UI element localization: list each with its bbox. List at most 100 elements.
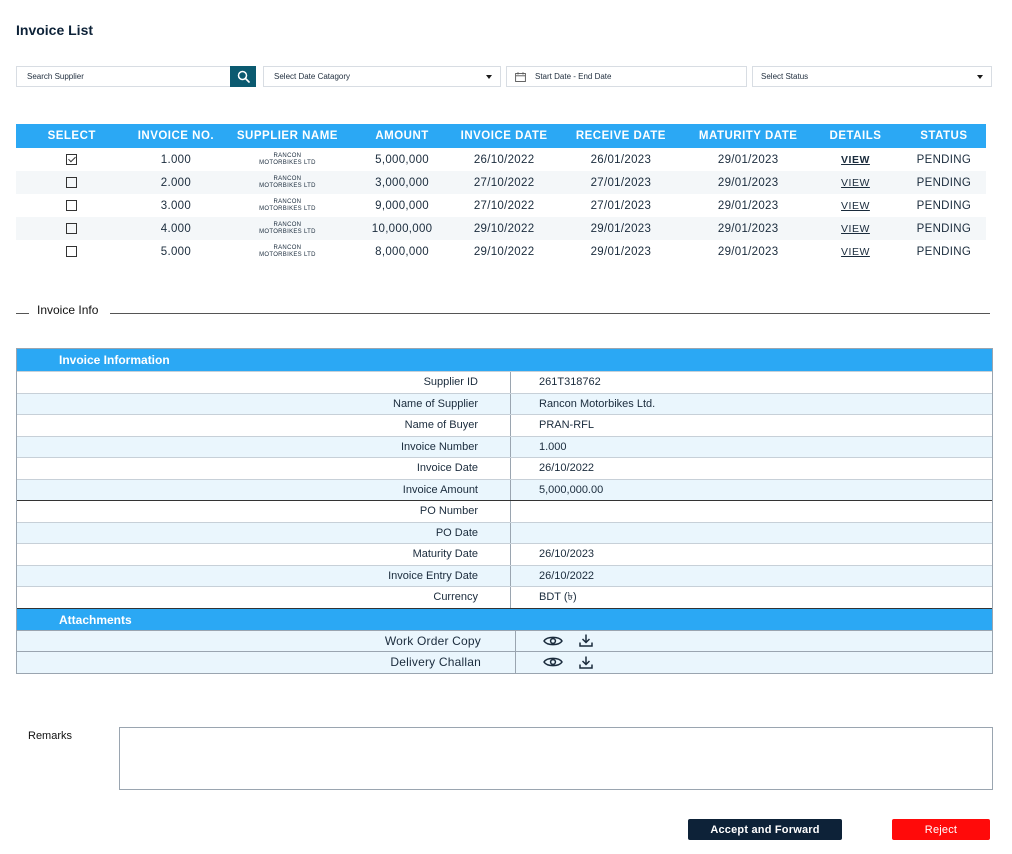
divider-line [16,313,29,314]
info-row-entry-date: Invoice Entry Date 26/10/2022 [17,564,992,586]
download-icon[interactable] [579,656,593,669]
attachment-row-delivery-challan: Delivery Challan [17,651,992,673]
download-icon[interactable] [579,634,593,647]
invoice-no: 1.000 [160,153,192,166]
table-row: 5.000 RANCON MOTORBIKES LTD 8,000,000 29/… [16,240,986,263]
info-row-buyer-name: Name of Buyer PRAN-RFL [17,414,992,436]
invoice-no: 3.000 [160,199,192,212]
row-checkbox[interactable] [66,222,78,234]
amount: 9,000,000 [375,199,430,212]
supplier-search-box [16,66,256,87]
invoice-list-table: SELECT INVOICE NO. SUPPLIER NAME AMOUNT … [16,124,986,263]
status-text: PENDING [916,222,972,235]
table-header-row: SELECT INVOICE NO. SUPPLIER NAME AMOUNT … [16,124,986,148]
row-checkbox[interactable] [66,153,78,165]
row-checkbox[interactable] [66,245,78,257]
remarks-textarea[interactable] [120,728,992,789]
receive-date: 27/01/2023 [590,176,652,189]
maturity-date: 29/01/2023 [717,222,779,235]
col-maturity-date: MATURITY DATE [698,130,798,142]
view-details-link[interactable]: VIEW [841,153,870,166]
info-row-supplier-name: Name of Supplier Rancon Motorbikes Ltd. [17,392,992,414]
invoice-no: 4.000 [160,222,192,235]
status-text: PENDING [916,153,972,166]
info-row-supplier-id: Supplier ID 261T318762 [17,371,992,393]
view-details-link[interactable]: VIEW [841,245,870,258]
view-details-link[interactable]: VIEW [841,199,870,212]
supplier-name: RANCON MOTORBIKES LTD [259,221,316,235]
info-row-po-date: PO Date [17,521,992,543]
view-details-link[interactable]: VIEW [841,222,870,235]
row-checkbox[interactable] [66,199,78,211]
chevron-down-icon [486,74,492,79]
receive-date: 26/01/2023 [590,153,652,166]
calendar-icon [515,71,526,82]
maturity-date: 29/01/2023 [717,176,779,189]
receive-date: 29/01/2023 [590,222,652,235]
amount: 10,000,000 [371,222,433,235]
amount: 8,000,000 [375,245,430,258]
date-range-value: Start Date - End Date [535,72,612,81]
receive-date: 29/01/2023 [590,245,652,258]
status-select-value: Select Status [761,72,809,81]
invoice-info-panel: Invoice Information Supplier ID 261T31876… [16,348,993,674]
info-row-invoice-number: Invoice Number 1.000 [17,435,992,457]
date-category-value: Select Date Catagory [274,72,351,81]
view-details-link[interactable]: VIEW [841,176,870,189]
chevron-down-icon [977,74,983,79]
reject-button[interactable]: Reject [892,819,990,840]
date-range-picker[interactable]: Start Date - End Date [506,66,747,87]
maturity-date: 29/01/2023 [717,199,779,212]
remarks-box [119,727,993,790]
info-row-po-number: PO Number [17,500,992,522]
amount: 3,000,000 [375,176,430,189]
table-row: 3.000 RANCON MOTORBIKES LTD 9,000,000 27/… [16,194,986,217]
invoice-date: 29/10/2022 [473,245,535,258]
info-row-currency: Currency BDT (৳) [17,586,992,608]
col-status: STATUS [920,130,968,142]
search-button[interactable] [230,66,256,87]
status-text: PENDING [916,199,972,212]
status-select[interactable]: Select Status [752,66,992,87]
table-row: 4.000 RANCON MOTORBIKES LTD 10,000,000 29… [16,217,986,240]
info-row-invoice-amount: Invoice Amount 5,000,000.00 [17,478,992,500]
section-label: Invoice Info [37,303,99,317]
invoice-date: 27/10/2022 [473,199,535,212]
col-receive-date: RECEIVE DATE [575,130,666,142]
col-invoice-date: INVOICE DATE [460,130,548,142]
supplier-search-input[interactable] [17,67,255,86]
attachment-label: Work Order Copy [17,630,516,651]
supplier-name: RANCON MOTORBIKES LTD [259,244,316,258]
table-row: 1.000 RANCON MOTORBIKES LTD 5,000,000 26/… [16,148,986,171]
supplier-name: RANCON MOTORBIKES LTD [259,198,316,212]
accept-forward-button[interactable]: Accept and Forward [688,819,842,840]
maturity-date: 29/01/2023 [717,153,779,166]
status-text: PENDING [916,245,972,258]
attachment-row-work-order: Work Order Copy [17,629,992,651]
info-row-invoice-date: Invoice Date 26/10/2022 [17,457,992,479]
supplier-name: RANCON MOTORBIKES LTD [259,175,316,189]
amount: 5,000,000 [375,153,430,166]
table-row: 2.000 RANCON MOTORBIKES LTD 3,000,000 27/… [16,171,986,194]
col-select: SELECT [47,130,96,142]
invoice-info-divider: Invoice Info [16,303,990,317]
invoice-no: 2.000 [160,176,192,189]
info-row-maturity-date: Maturity Date 26/10/2023 [17,543,992,565]
col-supplier: SUPPLIER NAME [236,130,338,142]
eye-icon[interactable] [543,635,563,647]
remarks-label: Remarks [28,730,73,742]
supplier-name: RANCON MOTORBIKES LTD [259,152,316,166]
invoice-date: 29/10/2022 [473,222,535,235]
page-title: Invoice List [16,22,94,38]
row-checkbox[interactable] [66,176,78,188]
maturity-date: 29/01/2023 [717,245,779,258]
search-icon [237,70,250,83]
col-amount: AMOUNT [375,130,429,142]
status-text: PENDING [916,176,972,189]
col-invoice-no: INVOICE NO. [137,130,215,142]
date-category-select[interactable]: Select Date Catagory [263,66,501,87]
eye-icon[interactable] [543,656,563,668]
invoice-info-rows: Supplier ID 261T318762 Name of Supplier Ra… [17,371,992,608]
invoice-date: 26/10/2022 [473,153,535,166]
receive-date: 27/01/2023 [590,199,652,212]
